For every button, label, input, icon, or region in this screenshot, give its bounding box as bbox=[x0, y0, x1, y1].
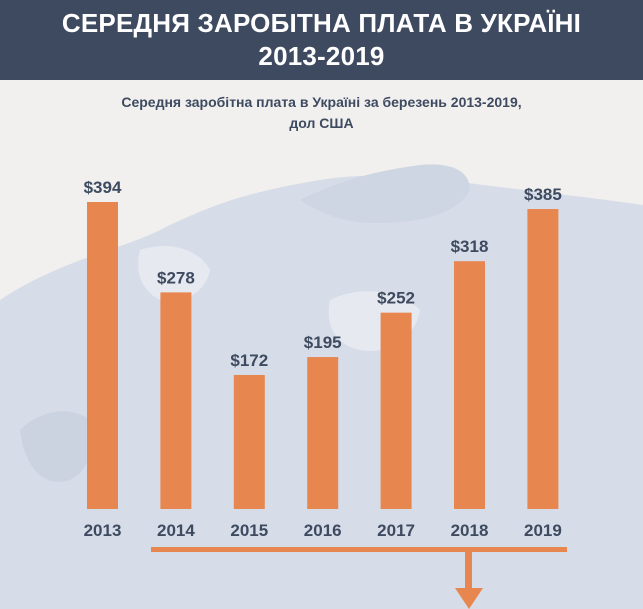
year-label-2016: 2016 bbox=[304, 521, 342, 540]
bar-2017 bbox=[380, 312, 412, 509]
value-label-2015: $172 bbox=[230, 351, 268, 370]
value-label-2016: $195 bbox=[304, 333, 342, 352]
bar-2018 bbox=[454, 261, 485, 509]
arrow-head-icon bbox=[455, 588, 483, 609]
bar-2014 bbox=[160, 292, 192, 509]
value-label-2019: $385 bbox=[524, 185, 562, 204]
banner-title: СЕРЕДНЯ ЗАРОБІТНА ПЛАТА В УКРАЇНІ bbox=[61, 8, 582, 38]
bars bbox=[87, 202, 559, 509]
value-labels: $394 $278 $172 $195 $252 $318 $385 bbox=[84, 178, 562, 370]
banner-years: 2013-2019 bbox=[258, 41, 385, 71]
year-label-2019: 2019 bbox=[524, 521, 562, 540]
year-label-2015: 2015 bbox=[230, 521, 268, 540]
year-label-2018: 2018 bbox=[451, 521, 489, 540]
bar-2015 bbox=[233, 374, 265, 509]
arrow-connector bbox=[151, 547, 567, 609]
bar-2013 bbox=[87, 202, 118, 509]
chart-unit-line: дол США bbox=[289, 115, 354, 131]
arrow-stem bbox=[465, 552, 472, 590]
header-banner: СЕРЕДНЯ ЗАРОБІТНА ПЛАТА В УКРАЇНІ 2013-2… bbox=[0, 0, 643, 80]
year-labels: 2013 2014 2015 2016 2017 2018 2019 bbox=[84, 521, 562, 540]
chart-title-line: Середня заробітна плата в Україні за бер… bbox=[121, 94, 522, 110]
value-label-2014: $278 bbox=[157, 268, 195, 287]
value-label-2013: $394 bbox=[84, 178, 122, 197]
bar-2016 bbox=[307, 357, 339, 509]
bar-2019 bbox=[527, 209, 559, 509]
arrow-bar bbox=[151, 547, 567, 552]
chart-title: Середня заробітна плата в Україні за бер… bbox=[0, 92, 643, 134]
year-label-2013: 2013 bbox=[84, 521, 122, 540]
year-label-2017: 2017 bbox=[377, 521, 415, 540]
value-label-2018: $318 bbox=[451, 237, 489, 256]
value-label-2017: $252 bbox=[377, 289, 415, 308]
year-label-2014: 2014 bbox=[157, 521, 195, 540]
